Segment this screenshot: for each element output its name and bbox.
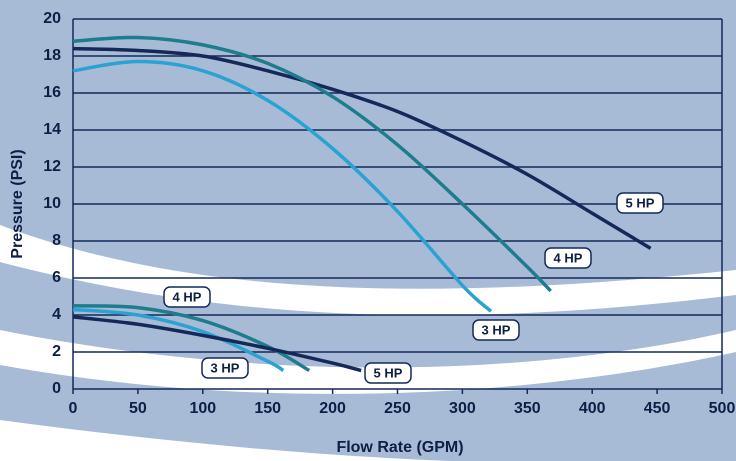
line	[72, 315, 362, 373]
label-box	[544, 247, 592, 269]
x-tick-label: 450	[644, 400, 671, 417]
x-tick-label: 500	[709, 400, 736, 417]
label-box	[201, 357, 249, 379]
x-tick-label: 400	[579, 400, 606, 417]
label-box	[364, 362, 412, 384]
y-tick-label: 10	[43, 195, 61, 212]
label-box	[163, 286, 211, 308]
y-tick-label: 4	[52, 306, 61, 323]
series-label: 4 HP	[554, 250, 583, 265]
y-tick-label: 18	[43, 47, 61, 64]
y-tick-label: 2	[52, 343, 61, 360]
series-label: 5 HP	[626, 195, 655, 210]
x-tick-label: 150	[254, 400, 281, 417]
wave	[0, 330, 736, 394]
y-tick-label: 20	[43, 10, 61, 27]
line	[72, 46, 652, 250]
line	[72, 35, 552, 293]
x-tick-label: 200	[319, 400, 346, 417]
series-label: 3 HP	[482, 322, 511, 337]
x-tick-label: 350	[514, 400, 541, 417]
y-axis-title: Pressure (PSI)	[9, 149, 26, 258]
label-box	[616, 192, 664, 214]
x-tick-label: 50	[129, 400, 147, 417]
x-tick-label: 300	[449, 400, 476, 417]
y-tick-label: 16	[43, 84, 61, 101]
x-tick-label: 250	[384, 400, 411, 417]
y-tick-label: 14	[43, 121, 61, 138]
x-tick-label: 0	[69, 400, 78, 417]
series-label: 3 HP	[211, 360, 240, 375]
line	[72, 59, 493, 313]
line	[72, 307, 285, 373]
x-axis-title: Flow Rate (GPM)	[336, 439, 463, 456]
label-box	[472, 319, 520, 341]
y-tick-label: 6	[52, 269, 61, 286]
series-label: 4 HP	[173, 289, 202, 304]
y-tick-label: 0	[52, 380, 61, 397]
x-tick-label: 100	[189, 400, 216, 417]
y-tick-label: 12	[43, 158, 61, 175]
wave	[0, 420, 450, 461]
series-label: 5 HP	[374, 365, 403, 380]
y-tick-label: 8	[52, 232, 61, 249]
